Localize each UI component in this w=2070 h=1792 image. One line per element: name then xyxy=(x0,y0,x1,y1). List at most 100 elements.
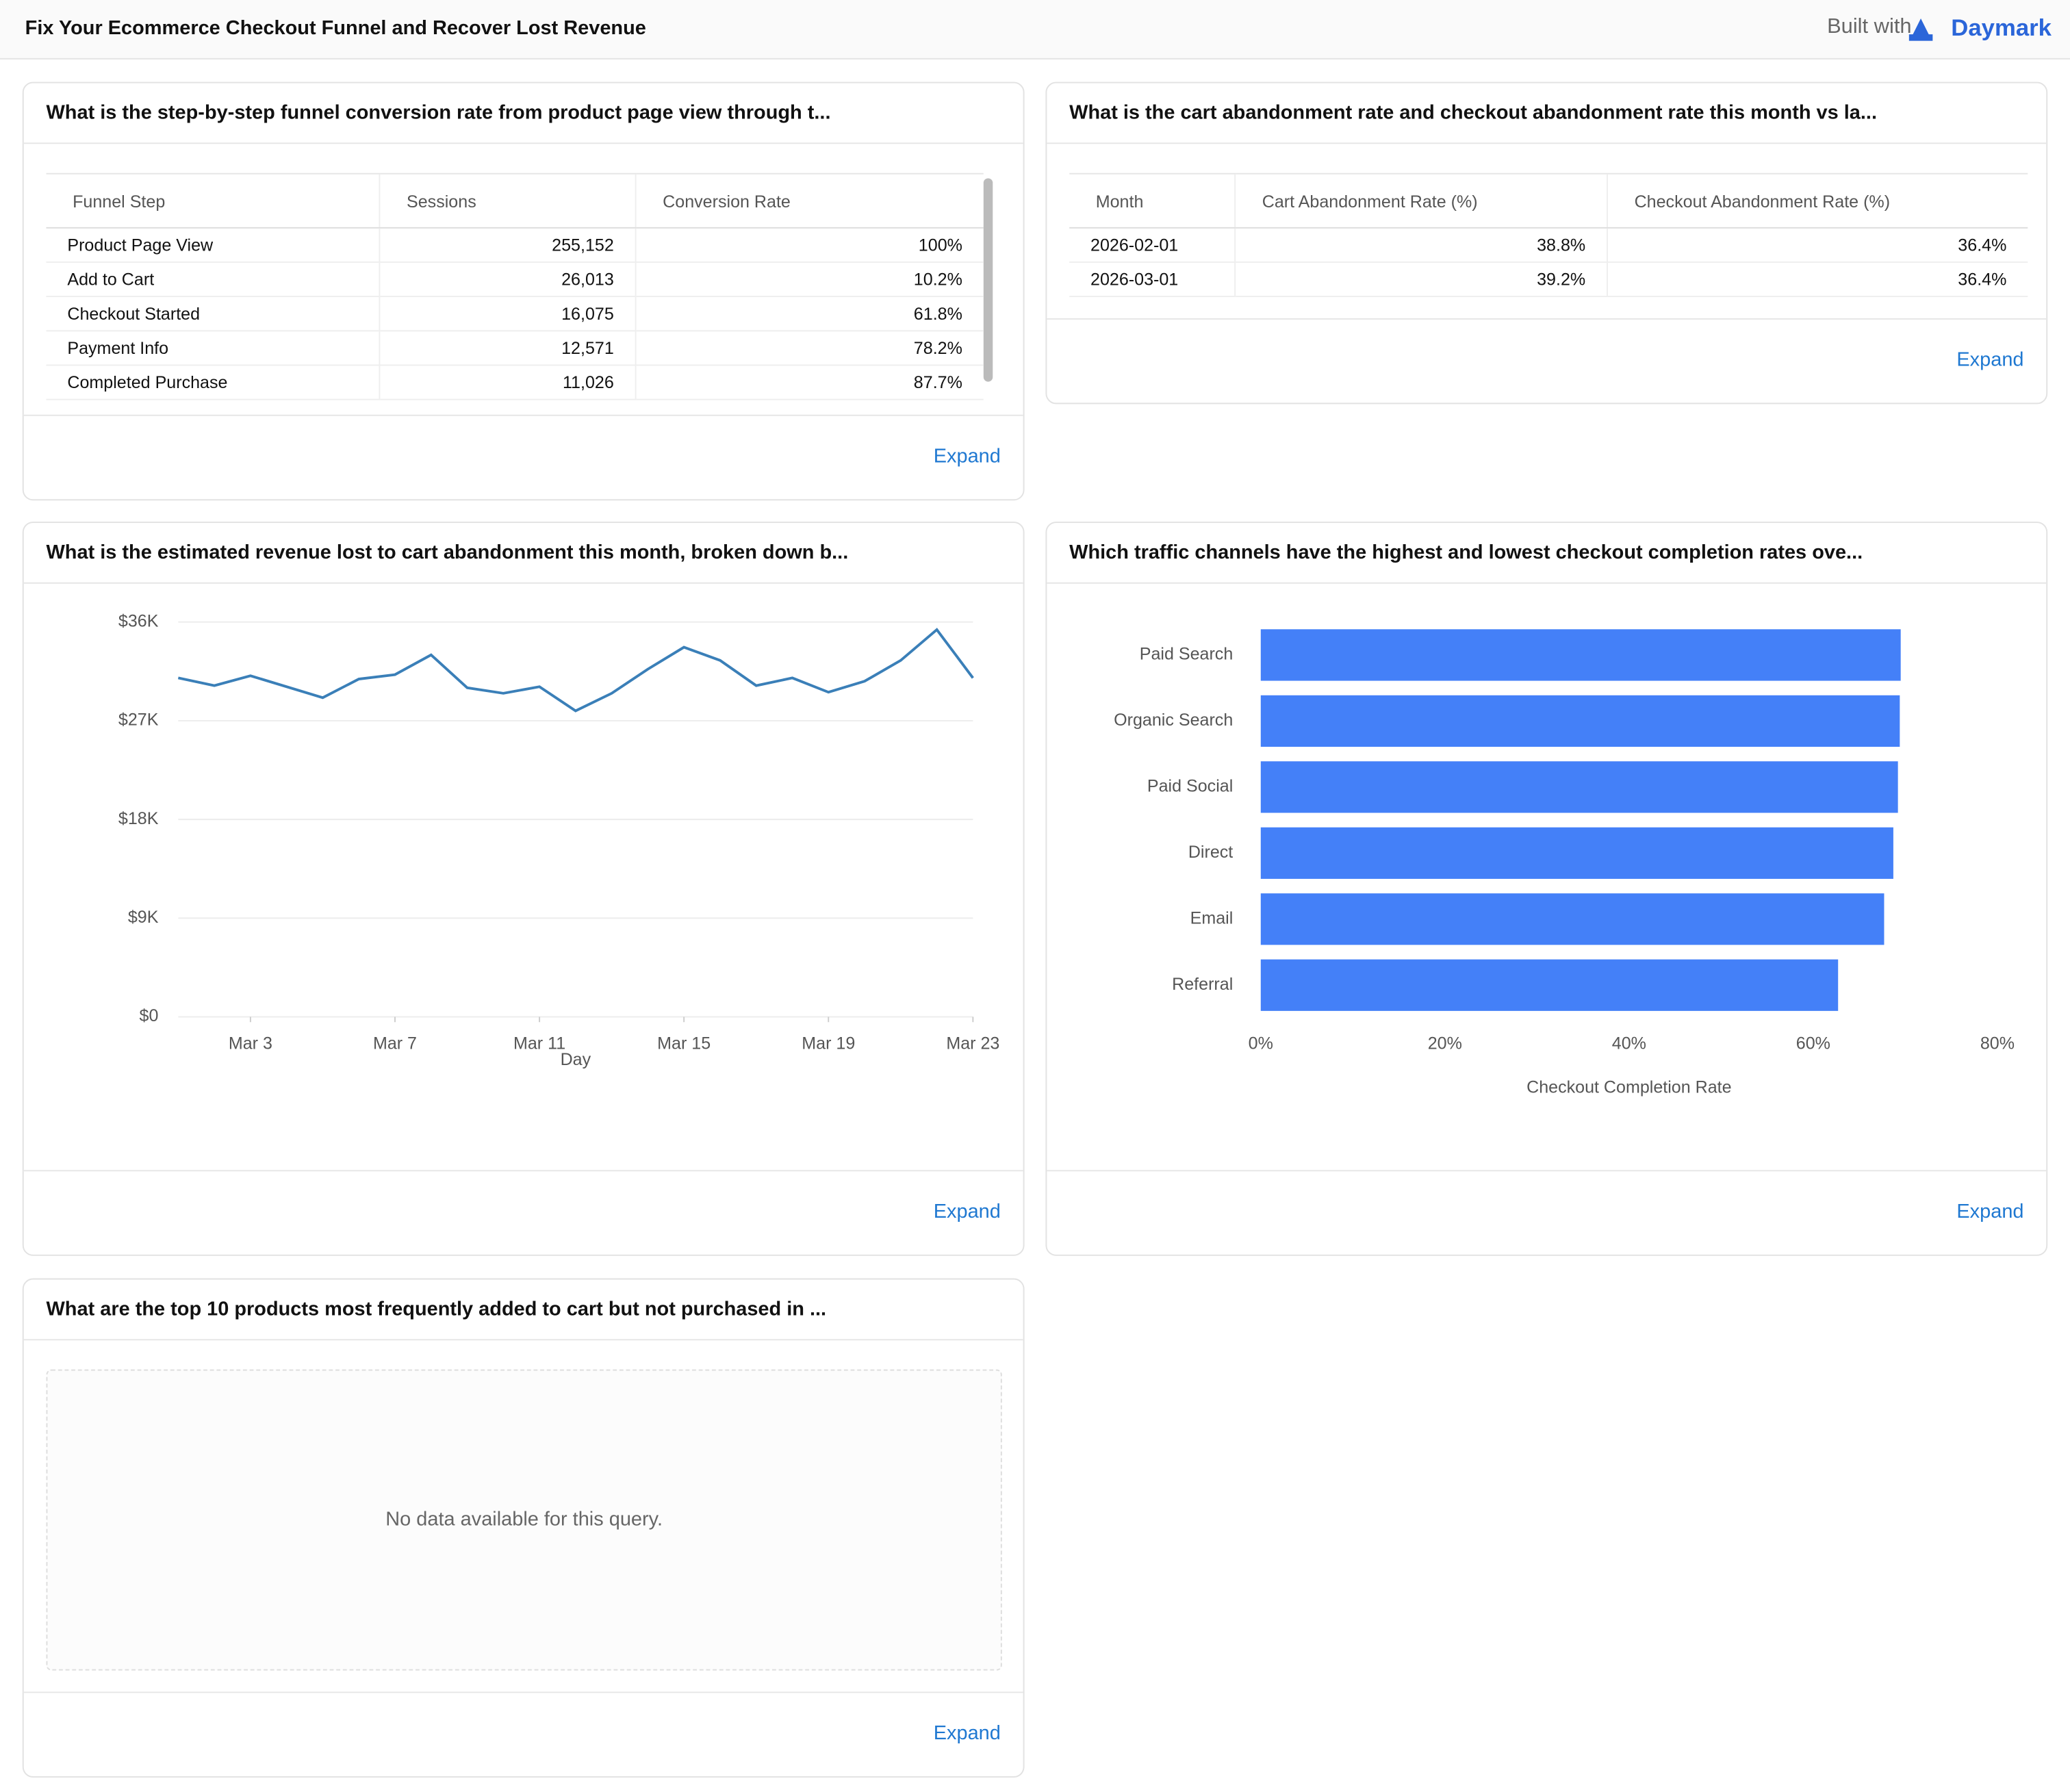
column-header: Sessions xyxy=(379,172,636,229)
table-cell: Add to Cart xyxy=(46,261,380,298)
x-tick-label: 40% xyxy=(1612,1034,1646,1053)
y-tick-label: $27K xyxy=(118,711,159,730)
x-tick-label: Mar 11 xyxy=(513,1034,565,1053)
expand-link[interactable]: Expand xyxy=(1956,348,2024,372)
panel-title: What is the step-by-step funnel conversi… xyxy=(23,84,1023,144)
table-cell: 36.4% xyxy=(1607,261,2028,298)
table-cell: 100% xyxy=(635,227,984,263)
y-tick-label: $36K xyxy=(118,611,159,630)
header-row: Funnel Step Sessions Conversion Rate xyxy=(46,172,984,229)
expand-link[interactable]: Expand xyxy=(933,445,1001,468)
x-tick-label: Mar 23 xyxy=(946,1034,999,1053)
data-table: Month Cart Abandonment Rate (%) Checkout A… xyxy=(1069,172,2028,298)
page-title: Fix Your Ecommerce Checkout Funnel and R… xyxy=(25,17,646,40)
bar-chart: 0% 20% 40% 60% 80% Checkout Completion Rate Pa… xyxy=(1114,629,2015,1097)
panel: What is the cart abandonment rate and ch… xyxy=(1045,81,2048,405)
table-cell: Payment Info xyxy=(46,331,380,366)
column-header: Checkout Abandonment Rate (%) xyxy=(1607,172,2028,229)
x-axis-label: Checkout Completion Rate xyxy=(1526,1077,1731,1097)
scrollbar[interactable] xyxy=(983,178,993,382)
expand-link[interactable]: Expand xyxy=(933,1200,1001,1223)
panel-title: What is the cart abandonment rate and ch… xyxy=(1047,84,2047,144)
table-row: 2026-03-01 39.2% 36.4% xyxy=(1069,261,2028,298)
panel-footer: Expand xyxy=(1047,318,2047,402)
x-tick-label: Mar 7 xyxy=(373,1034,417,1053)
panel-footer: Expand xyxy=(23,1170,1023,1254)
table-cell: 61.8% xyxy=(635,296,984,332)
y-tick-label: Organic Search xyxy=(1114,711,1233,730)
header: Fix Your Ecommerce Checkout Funnel and R… xyxy=(0,0,2070,60)
x-tick-label: 60% xyxy=(1796,1034,1830,1053)
panel-title: What are the top 10 products most freque… xyxy=(23,1279,1023,1341)
x-tick-label: Mar 15 xyxy=(657,1034,711,1053)
panel-title: Which traffic channels have the highest … xyxy=(1047,523,2047,584)
x-tick-label: Mar 19 xyxy=(802,1034,855,1053)
column-header: Conversion Rate xyxy=(635,172,984,229)
table-row: Checkout Started 16,075 61.8% xyxy=(46,296,984,332)
brand[interactable]: Daymark xyxy=(1951,14,2052,41)
brand-logo xyxy=(1908,18,1933,41)
table-cell: 11,026 xyxy=(379,365,636,400)
column-header: Funnel Step xyxy=(46,172,380,229)
x-tick-label: Mar 3 xyxy=(229,1034,272,1053)
table-row: Add to Cart 26,013 10.2% xyxy=(46,261,984,298)
table-cell: 87.7% xyxy=(635,365,984,400)
header-row: Month Cart Abandonment Rate (%) Checkout A… xyxy=(1069,172,2028,229)
bar xyxy=(1260,893,1884,945)
panel-footer: Expand xyxy=(23,1691,1023,1776)
bar xyxy=(1260,959,1839,1011)
y-tick-label: $18K xyxy=(118,809,159,828)
table-cell: 10.2% xyxy=(635,261,984,298)
x-tick-label: 80% xyxy=(1980,1034,2015,1053)
panel: Which traffic channels have the highest … xyxy=(1045,522,2048,1256)
x-tick-label: 20% xyxy=(1428,1034,1462,1053)
y-tick-label: Paid Search xyxy=(1140,645,1234,664)
table-cell: 38.8% xyxy=(1234,227,1608,263)
table-cell: Completed Purchase xyxy=(46,365,380,400)
x-axis-label: Day xyxy=(561,1050,591,1069)
bar xyxy=(1260,695,1900,747)
bar xyxy=(1260,761,1898,813)
table-cell: 26,013 xyxy=(379,261,636,298)
bar xyxy=(1260,629,1901,681)
panel: What is the estimated revenue lost to ca… xyxy=(22,522,1025,1256)
table-cell: 2026-03-01 xyxy=(1069,261,1236,298)
table-cell: 16,075 xyxy=(379,296,636,332)
bar xyxy=(1260,827,1893,879)
panel-footer: Expand xyxy=(23,414,1023,499)
table-row: Product Page View 255,152 100% xyxy=(46,227,984,263)
table-row: Payment Info 12,571 78.2% xyxy=(46,331,984,366)
data-table: Funnel Step Sessions Conversion Rate Produc… xyxy=(46,172,984,400)
table-cell: 255,152 xyxy=(379,227,636,263)
y-tick-label: $0 xyxy=(140,1006,159,1025)
expand-link[interactable]: Expand xyxy=(933,1721,1001,1745)
line-chart: $0 $9K $18K $27K $36K Mar 3 Mar 7 Mar 11 Mar 15 M… xyxy=(118,611,999,1069)
table-cell: 12,571 xyxy=(379,331,636,366)
panel: What is the step-by-step funnel conversi… xyxy=(22,81,1025,501)
table-cell: 2026-02-01 xyxy=(1069,227,1236,263)
panel: What are the top 10 products most freque… xyxy=(22,1278,1025,1778)
y-tick-label: $9K xyxy=(128,908,159,927)
panel-footer: Expand xyxy=(1047,1170,2047,1254)
y-tick-label: Direct xyxy=(1188,843,1233,862)
table-cell: Product Page View xyxy=(46,227,380,263)
panel-title: What is the estimated revenue lost to ca… xyxy=(23,523,1023,584)
table-cell: 39.2% xyxy=(1234,261,1608,298)
x-tick-label: 0% xyxy=(1249,1034,1273,1053)
empty-state: No data available for this query. xyxy=(46,1369,1002,1671)
table-row: 2026-02-01 38.8% 36.4% xyxy=(1069,227,2028,263)
column-header: Cart Abandonment Rate (%) xyxy=(1234,172,1608,229)
built-with: Built with xyxy=(1827,16,1912,38)
expand-link[interactable]: Expand xyxy=(1956,1200,2024,1223)
table-cell: Checkout Started xyxy=(46,296,380,332)
y-tick-label: Paid Social xyxy=(1147,776,1233,795)
column-header: Month xyxy=(1069,172,1236,229)
table-cell: 36.4% xyxy=(1607,227,2028,263)
table-row: Completed Purchase 11,026 87.7% xyxy=(46,365,984,400)
empty-message: No data available for this query. xyxy=(385,1508,663,1531)
y-tick-label: Email xyxy=(1190,908,1234,927)
line-series xyxy=(177,628,974,713)
y-tick-label: Referral xyxy=(1172,975,1233,994)
